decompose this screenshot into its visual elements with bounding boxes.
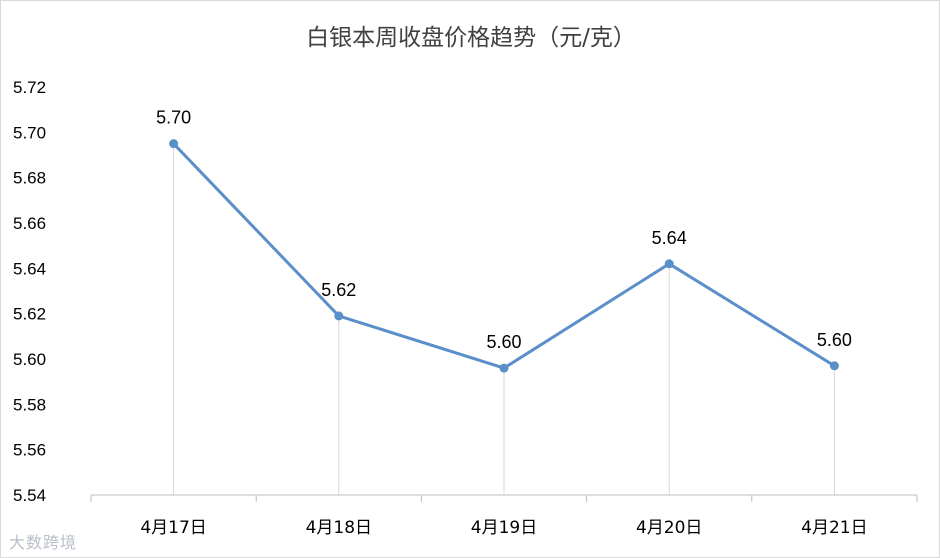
data-label: 5.60 [486,332,521,352]
data-point-marker [829,361,839,371]
x-category-label: 4月17日 [140,518,206,538]
x-category-label: 4月21日 [801,518,867,538]
data-point-marker [664,259,674,269]
y-tick-label: 5.54 [13,486,46,505]
x-category-label: 4月19日 [471,518,537,538]
series-line [169,139,839,373]
y-tick-label: 5.72 [13,78,46,97]
y-tick-label: 5.66 [13,214,46,233]
y-tick-label: 5.70 [13,123,46,142]
y-tick-label: 5.62 [13,305,46,324]
y-tick-label: 5.60 [13,350,46,369]
y-tick-label: 5.56 [13,441,46,460]
y-tick-label: 5.64 [13,259,46,278]
data-label: 5.60 [817,330,852,350]
watermark: 大数跨境 [9,533,78,552]
data-point-marker [334,311,344,321]
y-tick-label: 5.58 [13,395,46,414]
x-category-label: 4月18日 [306,518,372,538]
data-point-marker [169,139,179,149]
x-category-label: 4月20日 [636,518,702,538]
drop-lines [173,143,835,495]
x-axis: 4月17日 4月18日 4月19日 4月20日 4月21日 [90,494,918,538]
data-point-marker [499,363,509,373]
data-label: 5.64 [652,228,687,248]
y-axis-ticks: 5.54 5.56 5.58 5.60 5.62 5.64 5.66 5.68 5.70 5.72 [13,78,46,505]
data-labels: 5.70 5.62 5.60 5.64 5.60 [156,108,852,352]
data-label: 5.70 [156,108,191,128]
y-tick-label: 5.68 [13,169,46,188]
chart-title: 白银本周收盘价格趋势（元/克） [306,25,636,51]
data-label: 5.62 [321,280,356,300]
